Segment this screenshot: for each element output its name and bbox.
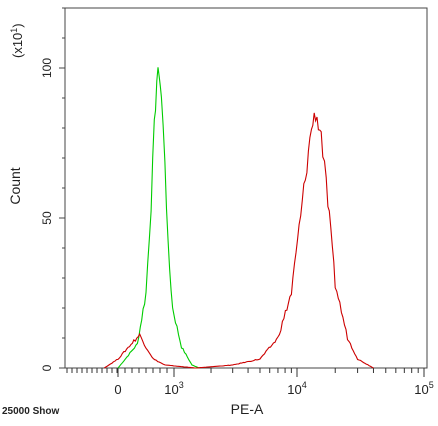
stained-histogram-line — [103, 112, 374, 369]
control-histogram-line — [117, 67, 200, 369]
y-tick-label: 100 — [40, 58, 54, 78]
y-tick-label: 0 — [40, 364, 54, 371]
y-axis: 0 50 100 — [40, 7, 65, 371]
y-tick-label: 50 — [40, 211, 54, 225]
x-tick-label: 104 — [287, 380, 306, 397]
x-tick-label: 0 — [114, 382, 121, 397]
x-axis-label: PE-A — [231, 401, 264, 417]
series-layer — [103, 67, 374, 369]
x-tick-label: 103 — [164, 380, 183, 397]
y-multiplier-label: (x101) — [9, 23, 25, 58]
event-count-footer: 25000 Show — [2, 406, 59, 417]
y-axis-label: Count — [7, 167, 23, 204]
x-axis: 0 103 104 105 — [66, 368, 434, 397]
x-tick-label: 105 — [414, 380, 433, 397]
plot-frame — [64, 7, 428, 369]
